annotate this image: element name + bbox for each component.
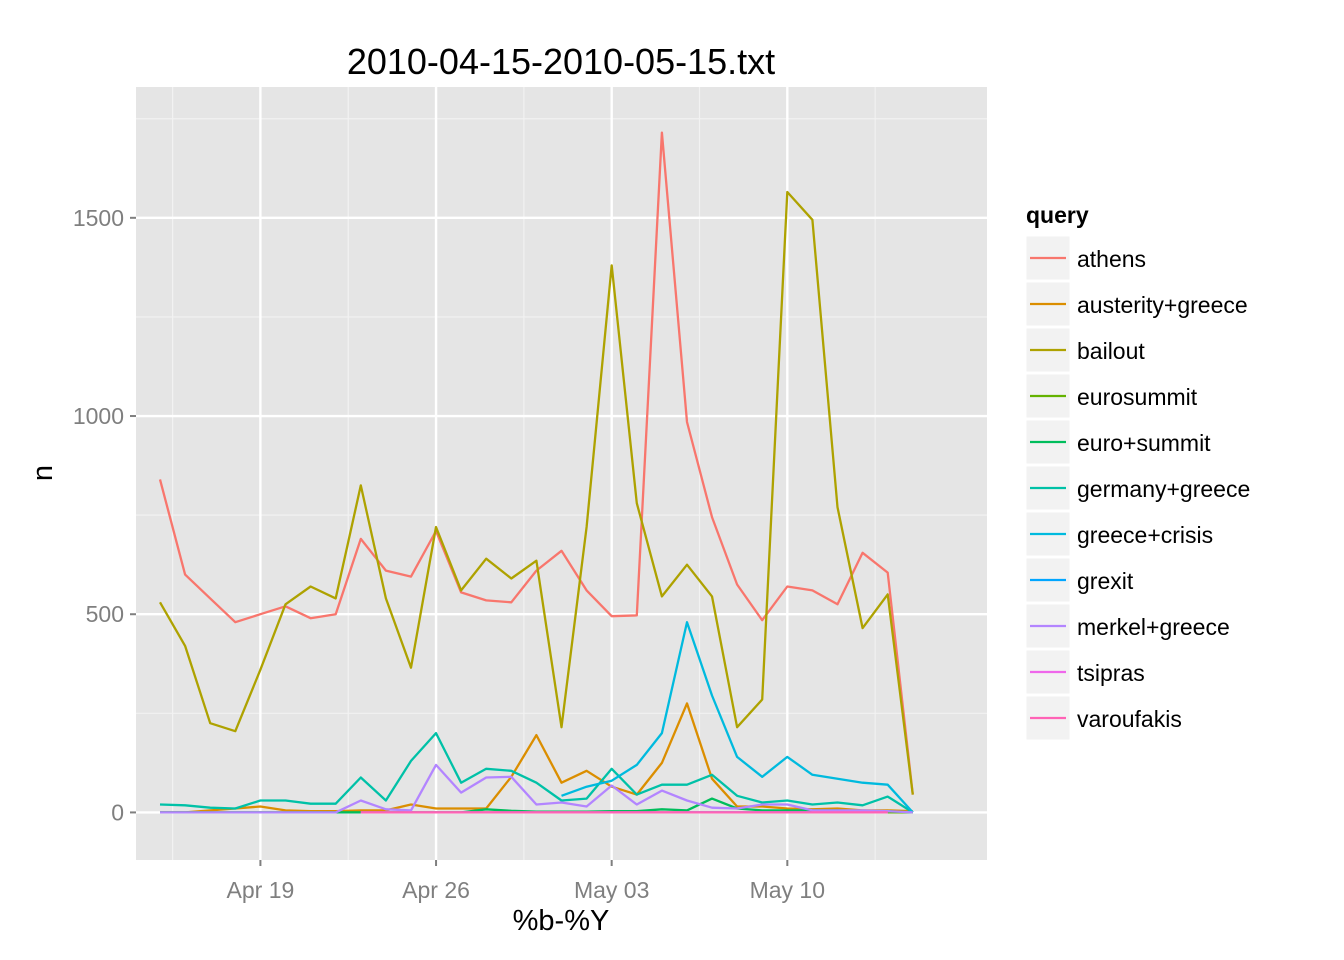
y-tick-label: 0 bbox=[111, 799, 124, 825]
series-lines bbox=[158, 131, 914, 814]
x-tick-label: Apr 19 bbox=[227, 877, 295, 903]
y-axis: 0 500 1000 1500 bbox=[73, 205, 136, 825]
x-tick-label: May 03 bbox=[574, 877, 649, 903]
x-axis: Apr 19 Apr 26 May 03 May 10 bbox=[227, 860, 825, 903]
legend-label-germany-greece: germany+greece bbox=[1077, 476, 1250, 502]
y-tick-label: 1500 bbox=[73, 205, 124, 231]
legend-label-merkel-greece: merkel+greece bbox=[1077, 614, 1230, 640]
x-tick-label: May 10 bbox=[750, 877, 825, 903]
x-axis-title: %b-%Y bbox=[513, 905, 610, 937]
legend-label-euro-summit: euro+summit bbox=[1077, 430, 1211, 456]
x-tick-label: Apr 26 bbox=[402, 877, 470, 903]
series-line-bailout bbox=[159, 190, 914, 795]
series-line-merkel-greece bbox=[160, 763, 913, 814]
legend-label-austerity-greece: austerity+greece bbox=[1077, 292, 1248, 318]
chart-title: 2010-04-15-2010-05-15.txt bbox=[347, 41, 775, 82]
series-line-austerity-greece bbox=[160, 702, 913, 814]
legend: query athens austerity+greece bailout euros… bbox=[1025, 202, 1250, 741]
series-line-germany-greece bbox=[159, 731, 914, 814]
series-line-greece-crisis bbox=[561, 621, 914, 814]
legend-label-eurosummit: eurosummit bbox=[1077, 384, 1198, 410]
legend-label-greece-crisis: greece+crisis bbox=[1077, 522, 1213, 548]
y-tick-label: 500 bbox=[86, 601, 124, 627]
legend-label-varoufakis: varoufakis bbox=[1077, 706, 1182, 732]
legend-label-grexit: grexit bbox=[1077, 568, 1134, 594]
y-axis-title: n bbox=[27, 465, 59, 481]
legend-label-tsipras: tsipras bbox=[1077, 660, 1145, 686]
legend-label-athens: athens bbox=[1077, 246, 1146, 272]
legend-title: query bbox=[1026, 202, 1089, 228]
minor-gridlines bbox=[136, 87, 987, 860]
plot-panel bbox=[136, 87, 987, 860]
legend-label-bailout: bailout bbox=[1077, 338, 1145, 364]
y-tick-label: 1000 bbox=[73, 403, 124, 429]
